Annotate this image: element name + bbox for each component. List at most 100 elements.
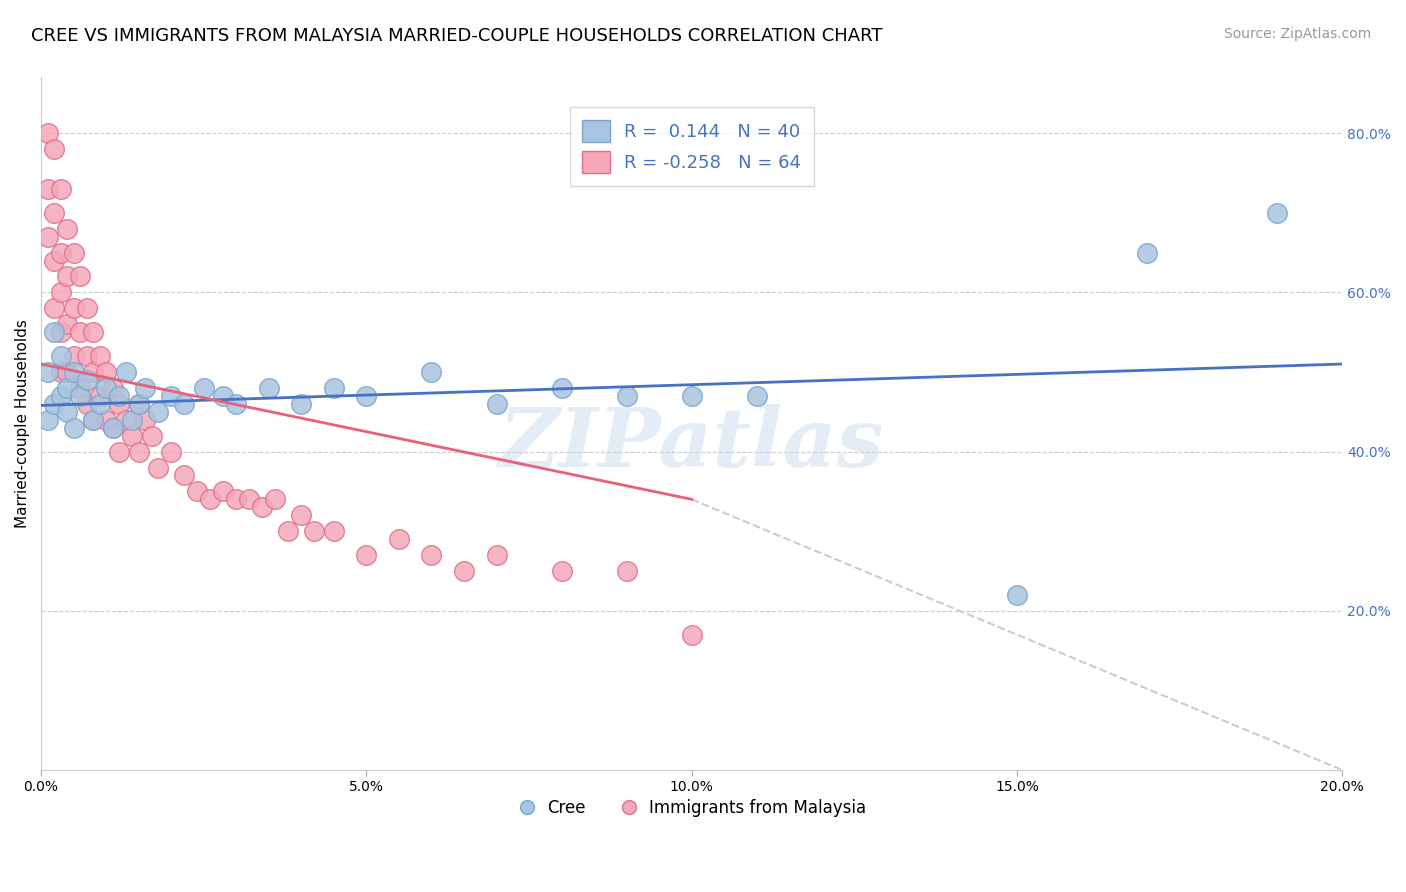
Point: [101, 420, 124, 434]
Point: [56, 405, 79, 419]
Point: [42, 397, 65, 411]
Point: [134, 381, 156, 395]
Y-axis label: Married-couple Households: Married-couple Households: [15, 319, 30, 528]
Point: [108, 444, 131, 458]
Point: [114, 413, 136, 427]
Point: [89, 397, 111, 411]
Point: [56, 317, 79, 331]
Point: [49, 349, 72, 363]
Point: [290, 508, 312, 523]
Point: [745, 389, 768, 403]
Point: [681, 628, 703, 642]
Point: [420, 548, 443, 562]
Point: [322, 524, 344, 538]
Point: [37, 229, 59, 244]
Point: [257, 381, 280, 395]
Point: [200, 492, 222, 507]
Point: [356, 389, 378, 403]
Point: [108, 389, 131, 403]
Point: [42, 325, 65, 339]
Point: [128, 444, 150, 458]
Point: [69, 381, 91, 395]
Point: [96, 365, 118, 379]
Point: [49, 245, 72, 260]
Point: [82, 413, 104, 427]
Point: [69, 389, 91, 403]
Point: [76, 373, 98, 387]
Point: [1136, 245, 1159, 260]
Point: [56, 365, 79, 379]
Point: [62, 245, 84, 260]
Point: [49, 389, 72, 403]
Point: [62, 420, 84, 434]
Point: [322, 381, 344, 395]
Point: [101, 420, 124, 434]
Point: [114, 365, 136, 379]
Point: [485, 548, 508, 562]
Point: [56, 381, 79, 395]
Point: [128, 397, 150, 411]
Point: [37, 365, 59, 379]
Point: [82, 365, 104, 379]
Point: [264, 492, 287, 507]
Text: ZIPatlas: ZIPatlas: [499, 404, 884, 484]
Point: [37, 182, 59, 196]
Point: [290, 397, 312, 411]
Point: [42, 253, 65, 268]
Point: [681, 389, 703, 403]
Point: [37, 413, 59, 427]
Point: [160, 389, 183, 403]
Point: [37, 126, 59, 140]
Point: [49, 285, 72, 300]
Point: [49, 365, 72, 379]
Point: [141, 428, 163, 442]
Point: [96, 381, 118, 395]
Point: [96, 413, 118, 427]
Point: [252, 500, 274, 515]
Point: [616, 389, 638, 403]
Point: [173, 397, 195, 411]
Point: [1005, 588, 1028, 602]
Point: [225, 492, 247, 507]
Point: [128, 397, 150, 411]
Point: [453, 564, 475, 578]
Point: [121, 428, 143, 442]
Point: [616, 564, 638, 578]
Point: [550, 564, 572, 578]
Point: [148, 460, 170, 475]
Point: [42, 301, 65, 316]
Point: [82, 413, 104, 427]
Text: CREE VS IMMIGRANTS FROM MALAYSIA MARRIED-COUPLE HOUSEHOLDS CORRELATION CHART: CREE VS IMMIGRANTS FROM MALAYSIA MARRIED…: [31, 27, 883, 45]
Point: [62, 349, 84, 363]
Point: [82, 325, 104, 339]
Point: [134, 413, 156, 427]
Point: [89, 389, 111, 403]
Point: [89, 349, 111, 363]
Point: [42, 206, 65, 220]
Point: [277, 524, 299, 538]
Point: [238, 492, 260, 507]
Point: [121, 413, 143, 427]
Point: [101, 381, 124, 395]
Legend: Cree, Immigrants from Malaysia: Cree, Immigrants from Malaysia: [510, 793, 873, 824]
Point: [550, 381, 572, 395]
Point: [420, 365, 443, 379]
Point: [76, 397, 98, 411]
Point: [62, 301, 84, 316]
Point: [69, 325, 91, 339]
Text: Source: ZipAtlas.com: Source: ZipAtlas.com: [1223, 27, 1371, 41]
Point: [225, 397, 247, 411]
Point: [49, 182, 72, 196]
Point: [56, 221, 79, 235]
Point: [108, 397, 131, 411]
Point: [160, 444, 183, 458]
Point: [76, 349, 98, 363]
Point: [62, 365, 84, 379]
Point: [212, 389, 235, 403]
Point: [186, 484, 208, 499]
Point: [388, 532, 411, 546]
Point: [304, 524, 326, 538]
Point: [49, 325, 72, 339]
Point: [76, 301, 98, 316]
Point: [485, 397, 508, 411]
